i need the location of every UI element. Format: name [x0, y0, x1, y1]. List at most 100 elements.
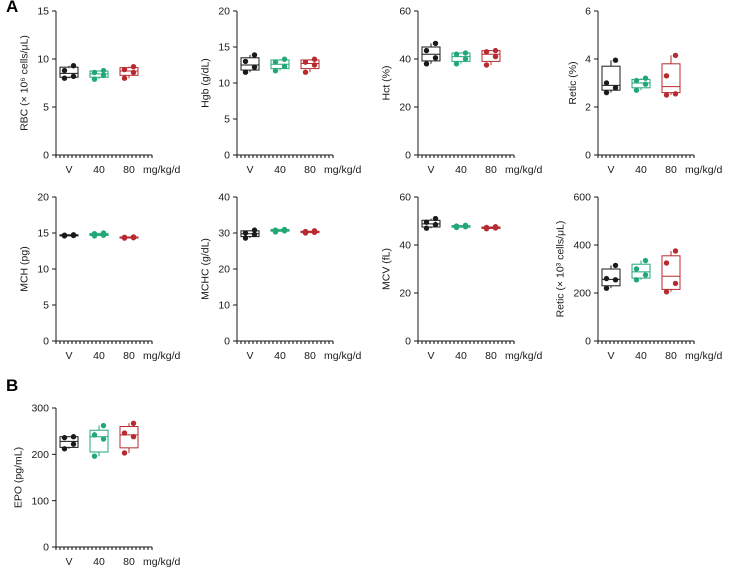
series-V	[601, 262, 621, 291]
y-tick-label: 0	[224, 150, 230, 162]
data-point	[61, 446, 68, 452]
x-tick-label: 80	[485, 164, 497, 176]
y-axis-title: RBC (× 10⁶ cells/μL)	[19, 35, 31, 131]
data-point	[272, 68, 279, 74]
data-point	[91, 76, 98, 82]
y-tick-label: 0	[585, 150, 591, 162]
data-point	[672, 280, 679, 287]
box	[661, 63, 681, 94]
data-point	[242, 235, 249, 241]
y-tick-label: 0	[43, 336, 49, 348]
y-tick-label: 6	[585, 6, 591, 18]
box	[300, 59, 320, 70]
y-tick-label: 30	[218, 228, 230, 240]
y-tick-label: 0	[43, 542, 49, 554]
data-point	[302, 59, 309, 65]
x-tick-label: 80	[665, 164, 677, 176]
x-tick-label: 80	[123, 164, 135, 176]
y-tick-label: 2	[585, 102, 591, 114]
y-tick-label: 0	[43, 150, 49, 162]
series-V	[240, 227, 260, 241]
y-tick-label: 5	[224, 114, 230, 126]
y-axis-title: MCH (pg)	[19, 246, 31, 292]
data-point	[642, 257, 649, 264]
data-point	[423, 219, 430, 225]
series-40	[451, 50, 471, 67]
data-point	[423, 225, 430, 231]
data-point	[130, 234, 137, 240]
data-point	[603, 275, 610, 282]
x-tick-label: V	[427, 350, 434, 362]
data-point	[492, 47, 499, 54]
y-axis-title: MCHC (g/dL)	[200, 238, 212, 300]
x-tick-label: V	[246, 164, 253, 176]
data-point	[603, 285, 610, 291]
chart-rbc: 0 5 10 15 RBC (× 10⁶ cells/μL) V 40 80 mg/kg/d	[19, 6, 181, 176]
data-point	[91, 432, 98, 438]
x-tick-label: V	[65, 164, 72, 176]
data-point	[663, 92, 670, 98]
data-point	[642, 81, 649, 87]
data-point	[663, 260, 670, 266]
data-point	[61, 232, 68, 238]
data-point	[633, 266, 640, 272]
x-unit-label: mg/kg/d	[143, 556, 181, 568]
data-point	[61, 67, 68, 74]
data-point	[612, 57, 619, 63]
x-tick-label: V	[65, 350, 72, 362]
x-unit-label: mg/kg/d	[505, 164, 543, 176]
data-point	[612, 85, 619, 91]
x-unit-label: mg/kg/d	[324, 350, 362, 362]
data-point	[272, 59, 279, 65]
y-tick-label: 10	[218, 300, 230, 312]
data-point	[70, 232, 77, 238]
chart-mcv: 0 20 40 60 MCV (fL) V 40 80 mg/kg/d	[381, 192, 543, 362]
y-tick-label: 10	[37, 264, 49, 276]
data-point	[311, 228, 318, 234]
box	[89, 429, 109, 453]
series-40	[89, 230, 109, 239]
data-point	[483, 224, 490, 231]
data-point	[432, 40, 439, 47]
x-tick-label: 80	[304, 350, 316, 362]
series-40	[631, 257, 651, 283]
data-point	[483, 62, 490, 68]
y-tick-label: 15	[37, 6, 49, 18]
y-tick-label: 10	[218, 78, 230, 90]
x-tick-label: 80	[665, 350, 677, 362]
data-point	[251, 227, 258, 233]
data-point	[70, 434, 77, 440]
data-point	[612, 262, 619, 269]
series-80	[119, 234, 139, 241]
data-point	[302, 69, 309, 75]
data-point	[91, 69, 98, 76]
y-tick-label: 60	[399, 6, 411, 18]
data-point	[642, 75, 649, 81]
chart-epo: 0 100 200 300 EPO (pg/mL) V 40 80 mg/kg/d	[12, 403, 180, 568]
x-tick-label: 40	[274, 164, 286, 176]
data-point	[663, 73, 670, 79]
data-point	[633, 277, 640, 283]
x-tick-label: 40	[455, 164, 467, 176]
chart-retic-abs: 0 200 400 600 Retic (× 10³ cells/μL) V 40 80 mg/…	[554, 192, 722, 362]
data-point	[251, 231, 258, 238]
box	[240, 57, 260, 71]
data-point	[121, 430, 128, 436]
data-point	[483, 49, 490, 55]
x-unit-label: mg/kg/d	[143, 350, 181, 362]
series-40	[89, 422, 109, 459]
series-40	[631, 75, 651, 93]
series-40	[270, 56, 290, 74]
data-point	[453, 223, 460, 229]
data-point	[612, 277, 619, 283]
box	[451, 52, 471, 62]
x-tick-label: 80	[485, 350, 497, 362]
data-point	[453, 51, 460, 57]
y-tick-label: 300	[31, 403, 49, 415]
data-point	[130, 63, 137, 70]
y-tick-label: 200	[573, 288, 591, 300]
x-tick-label: 40	[93, 164, 105, 176]
x-unit-label: mg/kg/d	[685, 350, 723, 362]
data-point	[130, 434, 137, 440]
y-axis-title: EPO (pg/mL)	[12, 447, 24, 508]
